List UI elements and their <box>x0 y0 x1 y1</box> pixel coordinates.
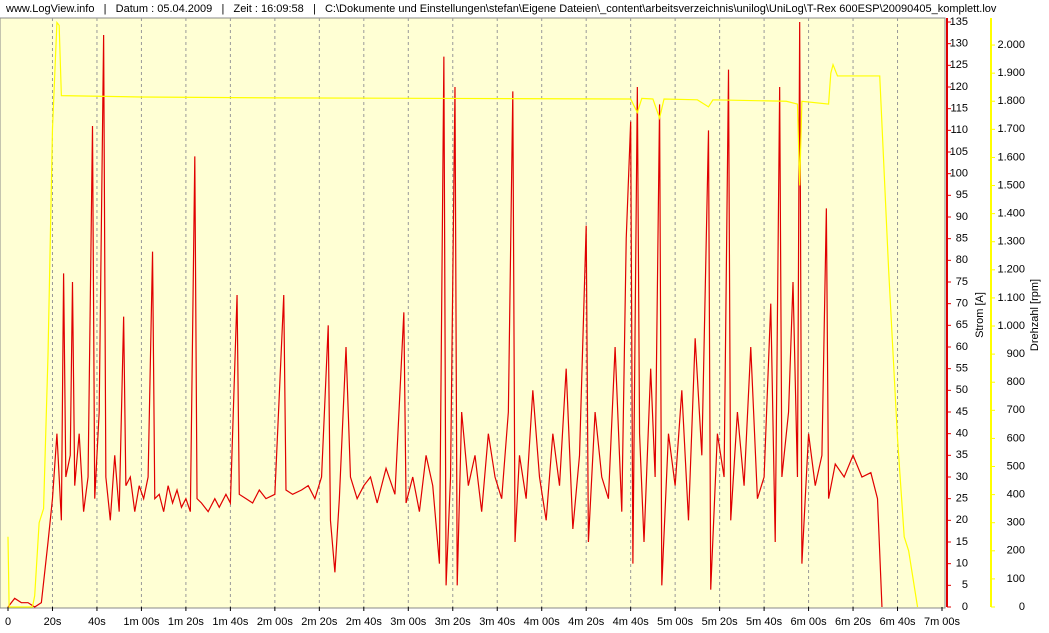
x-tick-label: 4m 40s <box>613 616 650 628</box>
y2-tick-label: 0 <box>1019 601 1025 613</box>
y2-tick-label: 1.700 <box>997 123 1025 135</box>
y2-tick-label: 2.000 <box>997 39 1025 51</box>
x-tick-label: 4m 00s <box>524 616 561 628</box>
y2-tick-label: 1.500 <box>997 179 1025 191</box>
y-axis-label: Strom [A] <box>974 292 986 338</box>
x-tick-label: 1m 00s <box>123 616 160 628</box>
y2-tick-label: 300 <box>1007 517 1025 529</box>
y2-tick-label: 1.200 <box>997 264 1025 276</box>
x-tick-label: 3m 20s <box>435 616 472 628</box>
y-tick-label: 110 <box>950 124 968 136</box>
y-tick-label: 40 <box>956 428 968 440</box>
x-tick-label: 2m 00s <box>257 616 294 628</box>
y-tick-label: 120 <box>950 81 968 93</box>
y-tick-label: 105 <box>950 146 968 158</box>
y-tick-label: 65 <box>956 319 968 331</box>
y-tick-label: 35 <box>956 449 968 461</box>
y2-tick-label: 1.000 <box>997 320 1025 332</box>
y-tick-label: 95 <box>956 189 968 201</box>
y2-tick-label: 1.300 <box>997 236 1025 248</box>
x-tick-label: 7m 00s <box>924 616 961 628</box>
x-tick-label: 6m 00s <box>791 616 828 628</box>
x-tick-label: 1m 40s <box>212 616 249 628</box>
x-tick-label: 3m 40s <box>479 616 516 628</box>
y-tick-label: 100 <box>950 168 968 180</box>
y-tick-label: 90 <box>956 211 968 223</box>
y2-tick-label: 700 <box>1007 404 1025 416</box>
x-tick-label: 0 <box>5 616 11 628</box>
y-tick-label: 75 <box>956 276 968 288</box>
y2-axis-label: Drehzahl [rpm] <box>1029 279 1041 351</box>
y-tick-label: 135 <box>950 16 968 28</box>
chart-title: www.LogView.info | Datum : 05.04.2009 | … <box>5 3 997 15</box>
x-tick-label: 6m 20s <box>835 616 872 628</box>
y2-tick-label: 1.400 <box>997 208 1025 220</box>
y2-tick-label: 600 <box>1007 432 1025 444</box>
y2-tick-label: 1.900 <box>997 67 1025 79</box>
y2-tick-label: 100 <box>1007 573 1025 585</box>
x-tick-label: 5m 40s <box>746 616 783 628</box>
y-tick-label: 115 <box>950 103 968 115</box>
y2-tick-label: 900 <box>1007 348 1025 360</box>
x-tick-label: 2m 40s <box>346 616 383 628</box>
x-tick-label: 40s <box>88 616 106 628</box>
y2-tick-label: 1.800 <box>997 95 1025 107</box>
y-tick-label: 0 <box>962 601 968 613</box>
y-tick-label: 125 <box>950 59 968 71</box>
x-tick-label: 5m 00s <box>657 616 694 628</box>
y-tick-label: 130 <box>950 38 968 50</box>
series-line <box>7 20 919 608</box>
y-tick-label: 10 <box>956 558 968 570</box>
y2-tick-label: 500 <box>1007 460 1025 472</box>
y2-tick-label: 800 <box>1007 376 1025 388</box>
y2-tick-label: 1.100 <box>997 292 1025 304</box>
y-tick-label: 30 <box>956 471 968 483</box>
y2-tick-label: 1.600 <box>997 151 1025 163</box>
y2-tick-label: 200 <box>1007 545 1025 557</box>
y-tick-label: 80 <box>956 254 968 266</box>
y-tick-label: 50 <box>956 384 968 396</box>
x-tick-label: 1m 20s <box>168 616 205 628</box>
x-tick-label: 4m 20s <box>568 616 605 628</box>
x-tick-label: 20s <box>44 616 62 628</box>
y-tick-label: 70 <box>956 298 968 310</box>
y-tick-label: 25 <box>956 493 968 505</box>
series-line <box>7 21 883 608</box>
x-tick-label: 3m 00s <box>390 616 427 628</box>
plot-area <box>0 17 946 609</box>
y-tick-label: 5 <box>962 579 968 591</box>
y-tick-label: 15 <box>956 536 968 548</box>
x-tick-label: 6m 40s <box>879 616 916 628</box>
y-tick-label: 85 <box>956 233 968 245</box>
x-tick-label: 2m 20s <box>301 616 338 628</box>
y-tick-label: 45 <box>956 406 968 418</box>
y-tick-label: 55 <box>956 363 968 375</box>
y-tick-label: 20 <box>956 514 968 526</box>
y-tick-label: 60 <box>956 341 968 353</box>
x-tick-label: 5m 20s <box>702 616 739 628</box>
y2-tick-label: 400 <box>1007 489 1025 501</box>
